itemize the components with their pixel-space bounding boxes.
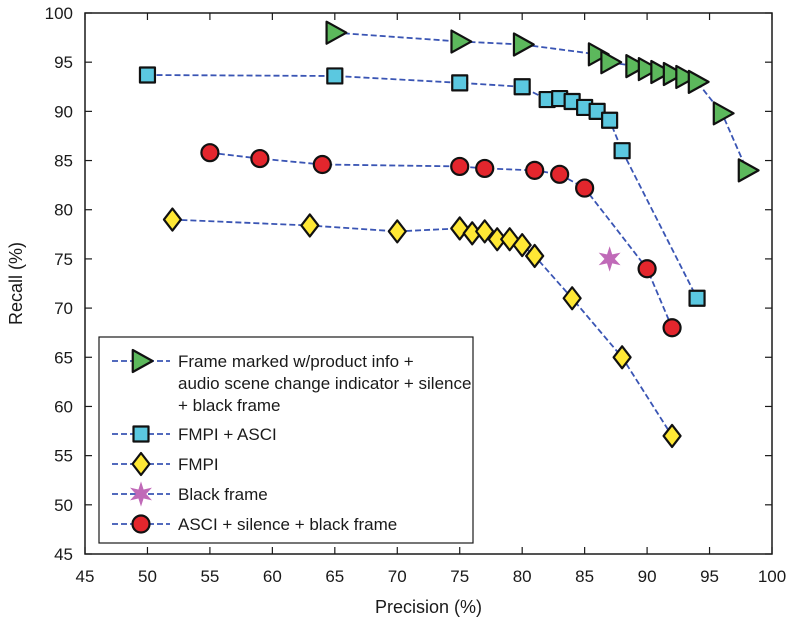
data-point-diamond (512, 233, 532, 258)
legend-label: audio scene change indicator + silence (178, 374, 471, 393)
data-point-circle (250, 148, 270, 169)
data-point-triangle-right (662, 61, 685, 87)
data-point-square (613, 142, 631, 160)
x-axis-ticks: 45 50 55 60 65 70 75 80 85 90 95 100 (76, 13, 786, 586)
data-point-circle (312, 154, 332, 175)
series-diamond (162, 207, 682, 449)
x-tick-label: 50 (138, 567, 157, 586)
data-point-triangle-right (650, 59, 673, 85)
x-tick-label: 70 (388, 567, 407, 586)
data-point-diamond (612, 345, 632, 370)
legend-label: FMPI + ASCI (178, 425, 277, 444)
legend-marker-diamond (131, 451, 151, 477)
series-line (147, 74, 698, 299)
legend-label: Black frame (178, 485, 268, 504)
series-star (598, 246, 621, 272)
series-square (138, 66, 706, 307)
legend-box (98, 336, 474, 544)
x-tick-label: 65 (325, 567, 344, 586)
data-point-diamond (387, 219, 407, 244)
legend-marker-square (132, 425, 150, 443)
data-point-triangle-right (450, 29, 473, 54)
data-point-triangle-right (512, 32, 535, 57)
y-tick-label: 95 (54, 53, 73, 72)
y-tick-label: 70 (54, 299, 73, 318)
data-point-diamond (300, 213, 320, 238)
legend-label: Frame marked w/product info + (178, 352, 414, 371)
y-tick-label: 60 (54, 397, 73, 416)
data-point-circle (525, 160, 545, 180)
y-axis-ticks: 45 50 55 60 65 70 75 80 85 90 95 100 (45, 4, 772, 564)
legend-marker-circle (131, 514, 151, 534)
y-tick-label: 50 (54, 496, 73, 515)
data-point-diamond (162, 207, 183, 232)
plot-frame (84, 12, 773, 555)
x-tick-label: 90 (638, 567, 657, 586)
data-point-triangle-right (675, 64, 698, 90)
data-point-triangle-right (325, 20, 348, 45)
data-point-square (513, 78, 531, 96)
data-point-circle (575, 178, 595, 198)
data-point-triangle-right (637, 56, 660, 82)
legend-label: + black frame (178, 396, 281, 415)
data-point-diamond (475, 219, 495, 244)
data-point-circle (475, 158, 495, 179)
data-point-square (588, 102, 606, 120)
x-tick-label: 55 (200, 567, 219, 586)
x-tick-label: 75 (450, 567, 469, 586)
x-tick-label: 100 (758, 567, 786, 586)
data-point-circle (637, 259, 657, 279)
data-point-square (326, 67, 344, 85)
data-point-triangle-right (625, 54, 648, 79)
legend-label: FMPI (178, 455, 219, 474)
y-tick-label: 45 (54, 545, 73, 564)
data-point-square (601, 111, 619, 129)
y-tick-label: 85 (54, 152, 73, 171)
y-tick-label: 65 (54, 348, 73, 367)
data-point-circle (450, 156, 470, 177)
series-circle (200, 143, 682, 338)
y-tick-label: 90 (54, 102, 73, 121)
legend-label: ASCI + silence + black frame (178, 515, 397, 534)
y-tick-label: 80 (54, 201, 73, 220)
data-point-diamond (525, 243, 545, 269)
x-tick-label: 95 (700, 567, 719, 586)
x-axis-title: Precision (%) (375, 597, 482, 617)
series-triangle-right (325, 20, 760, 183)
data-point-square (451, 74, 469, 92)
data-point-triangle-right (712, 101, 735, 126)
x-tick-label: 80 (513, 567, 532, 586)
series-layer (138, 20, 760, 449)
data-point-circle (662, 318, 682, 338)
x-tick-label: 85 (575, 567, 594, 586)
legend-marker-star (130, 481, 152, 507)
data-point-triangle-right (737, 158, 760, 183)
series-line (209, 151, 673, 329)
x-tick-label: 60 (263, 567, 282, 586)
data-point-star (598, 246, 621, 272)
data-point-circle (200, 143, 220, 163)
y-tick-label: 100 (45, 4, 73, 23)
legend: Frame marked w/product info + audio scene… (98, 336, 474, 544)
data-point-triangle-right (600, 50, 623, 75)
data-point-diamond (562, 286, 582, 311)
data-point-square (688, 289, 706, 307)
data-point-diamond (662, 423, 682, 449)
data-point-square (138, 66, 157, 84)
data-point-triangle-right (687, 69, 710, 94)
y-tick-label: 75 (54, 250, 73, 269)
y-axis-title: Recall (%) (6, 242, 26, 325)
legend-marker-triangle-right (131, 348, 154, 374)
y-tick-label: 55 (54, 447, 73, 466)
data-point-triangle-right (587, 42, 610, 67)
data-point-circle (550, 164, 570, 184)
x-tick-label: 45 (76, 567, 95, 586)
